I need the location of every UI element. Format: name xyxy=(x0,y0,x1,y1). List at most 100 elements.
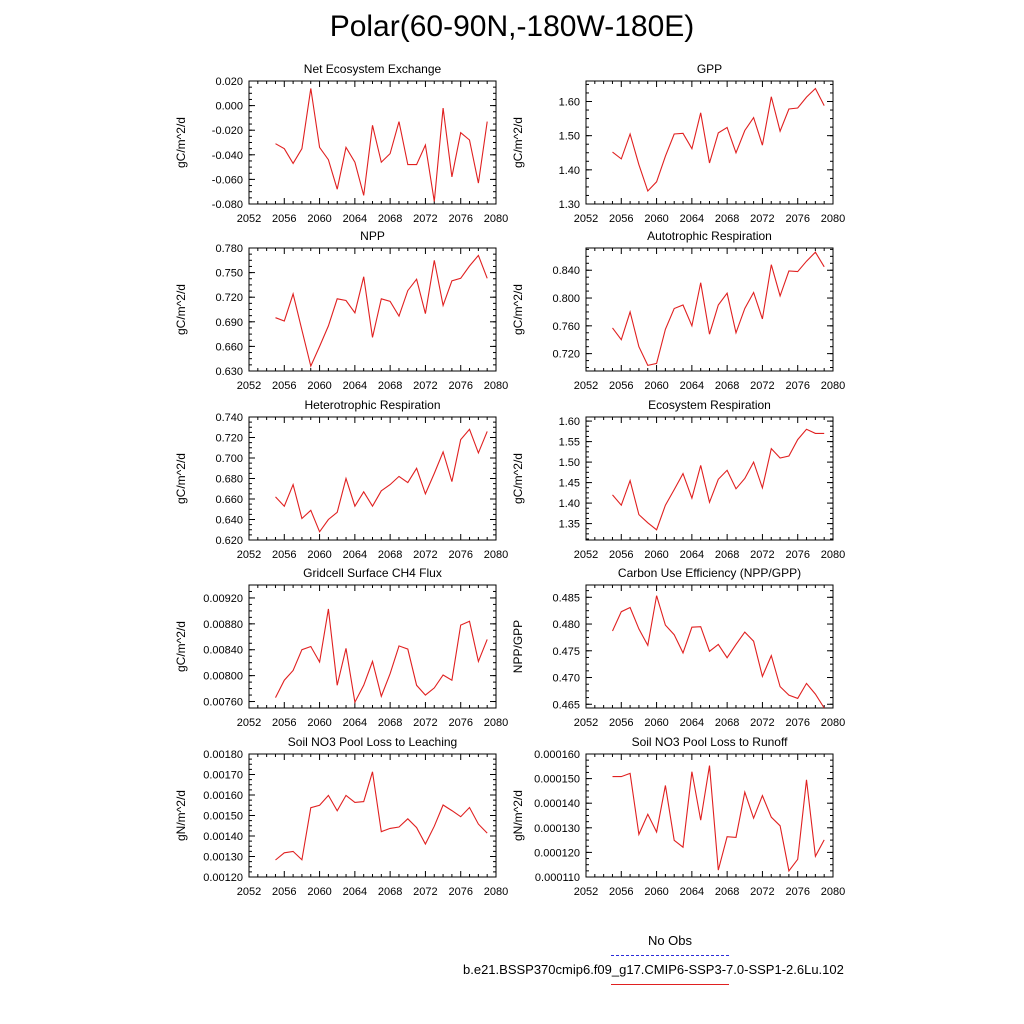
chart-title: GPP xyxy=(697,62,722,76)
x-tick-label: 2052 xyxy=(574,549,598,561)
series-line xyxy=(612,428,825,531)
y-tick-label: 0.840 xyxy=(552,265,580,277)
x-tick-label: 2060 xyxy=(644,549,668,561)
y-tick-label: 1.45 xyxy=(559,478,580,490)
chart-title: Soil NO3 Pool Loss to Runoff xyxy=(632,735,789,749)
x-tick-label: 2052 xyxy=(574,886,598,898)
y-tick-label: 0.480 xyxy=(552,619,580,631)
x-tick-label: 2068 xyxy=(378,549,402,561)
y-tick-label: 0.00130 xyxy=(203,852,243,864)
x-tick-label: 2076 xyxy=(785,380,809,392)
x-tick-label: 2068 xyxy=(378,886,402,898)
x-tick-label: 2076 xyxy=(448,213,472,225)
y-axis-label: gN/m^2/d xyxy=(511,790,525,841)
x-tick-label: 2060 xyxy=(307,380,331,392)
x-tick-label: 2080 xyxy=(821,213,845,225)
y-tick-label: -0.040 xyxy=(212,150,243,162)
x-tick-label: 2080 xyxy=(821,717,845,729)
plot-frame xyxy=(585,753,834,878)
y-tick-label: -0.080 xyxy=(212,199,243,211)
legend-obs-label: No Obs xyxy=(647,933,693,948)
plot-frame xyxy=(585,80,834,205)
y-tick-label: 0.720 xyxy=(552,349,580,361)
y-tick-label: 0.00160 xyxy=(203,790,243,802)
x-tick-label: 2068 xyxy=(378,213,402,225)
chart-title: Heterotrophic Respiration xyxy=(304,398,440,412)
plot-frame xyxy=(585,416,834,541)
chart-title: NPP xyxy=(360,229,385,243)
series-line xyxy=(275,771,488,861)
y-tick-label: 0.00800 xyxy=(203,671,243,683)
x-tick-label: 2072 xyxy=(750,213,774,225)
x-tick-label: 2072 xyxy=(750,380,774,392)
y-tick-label: 0.000140 xyxy=(534,798,580,810)
page-title: Polar(60-90N,-180W-180E) xyxy=(329,10,695,43)
y-tick-label: 0.780 xyxy=(215,243,243,255)
x-tick-label: 2056 xyxy=(272,886,296,898)
x-tick-label: 2060 xyxy=(307,886,331,898)
x-tick-label: 2056 xyxy=(609,886,633,898)
y-tick-label: 1.55 xyxy=(559,437,580,449)
x-tick-label: 2056 xyxy=(272,549,296,561)
y-tick-label: 1.30 xyxy=(559,199,580,211)
x-tick-label: 2080 xyxy=(821,549,845,561)
y-tick-label: 0.720 xyxy=(215,292,243,304)
y-tick-label: 0.485 xyxy=(552,592,580,604)
x-tick-label: 2064 xyxy=(343,886,367,898)
series-line xyxy=(275,608,488,704)
x-tick-label: 2080 xyxy=(484,549,508,561)
x-tick-label: 2076 xyxy=(785,549,809,561)
series-line xyxy=(612,251,825,367)
chart-title: Gridcell Surface CH4 Flux xyxy=(303,566,442,580)
y-tick-label: 0.00840 xyxy=(203,645,243,657)
y-tick-label: 0.000120 xyxy=(534,847,580,859)
y-tick-label: 0.700 xyxy=(215,453,243,465)
y-tick-label: 1.60 xyxy=(559,97,580,109)
y-tick-label: 0.740 xyxy=(215,412,243,424)
x-tick-label: 2072 xyxy=(750,886,774,898)
y-tick-label: 0.000 xyxy=(215,101,243,113)
x-tick-label: 2080 xyxy=(484,380,508,392)
y-tick-label: 0.680 xyxy=(215,474,243,486)
x-tick-label: 2068 xyxy=(378,380,402,392)
y-tick-label: 0.800 xyxy=(552,293,580,305)
x-tick-label: 2068 xyxy=(715,549,739,561)
y-tick-label: 0.720 xyxy=(215,433,243,445)
x-tick-label: 2056 xyxy=(272,380,296,392)
x-tick-label: 2068 xyxy=(715,213,739,225)
x-tick-label: 2060 xyxy=(307,717,331,729)
x-tick-label: 2076 xyxy=(785,213,809,225)
x-tick-label: 2072 xyxy=(413,213,437,225)
x-tick-label: 2056 xyxy=(609,380,633,392)
y-tick-label: 0.620 xyxy=(215,535,243,547)
y-tick-label: 1.40 xyxy=(559,498,580,510)
y-tick-label: 0.475 xyxy=(552,646,580,658)
x-tick-label: 2064 xyxy=(343,717,367,729)
x-tick-label: 2052 xyxy=(237,549,261,561)
y-tick-label: 1.60 xyxy=(559,416,580,428)
chart-title: Autotrophic Respiration xyxy=(647,229,772,243)
x-tick-label: 2076 xyxy=(785,717,809,729)
y-tick-label: 0.00880 xyxy=(203,619,243,631)
legend-run-label: b.e21.BSSP370cmip6.f09_g17.CMIP6-SSP3-7.… xyxy=(463,962,844,977)
x-tick-label: 2072 xyxy=(413,549,437,561)
x-tick-label: 2052 xyxy=(574,213,598,225)
x-tick-label: 2080 xyxy=(484,717,508,729)
y-tick-label: -0.020 xyxy=(212,125,243,137)
y-tick-label: 0.000150 xyxy=(534,774,580,786)
plot-frame xyxy=(585,584,834,709)
x-tick-label: 2060 xyxy=(307,549,331,561)
y-tick-label: 0.465 xyxy=(552,699,580,711)
y-tick-label: 0.640 xyxy=(215,515,243,527)
y-axis-label: gC/m^2/d xyxy=(174,621,188,672)
y-axis-label: gC/m^2/d xyxy=(511,453,525,504)
y-tick-label: 0.020 xyxy=(215,76,243,88)
x-tick-label: 2076 xyxy=(448,886,472,898)
x-tick-label: 2052 xyxy=(237,717,261,729)
x-tick-label: 2060 xyxy=(644,213,668,225)
series-line xyxy=(275,88,488,202)
series-line xyxy=(611,595,825,709)
x-tick-label: 2064 xyxy=(680,213,704,225)
y-tick-label: 1.35 xyxy=(559,519,580,531)
